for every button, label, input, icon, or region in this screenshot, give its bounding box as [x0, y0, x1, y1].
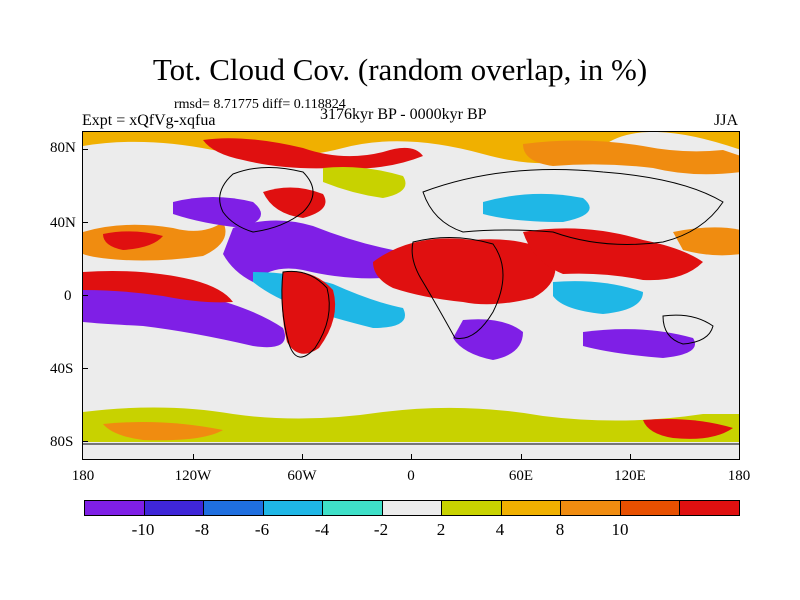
coastlines [83, 166, 739, 445]
eurasia-outline [422, 169, 724, 245]
colorbar-box [382, 501, 443, 515]
lat-tick-40s [82, 368, 88, 369]
so-red-patch [643, 419, 733, 439]
lon-label-60e: 60E [508, 468, 534, 484]
greenland-yellow-patch [323, 167, 406, 198]
colorbar-label: -4 [314, 520, 330, 539]
lon-label-120e: 120E [614, 468, 646, 484]
colorbar-box [323, 501, 383, 515]
europe-cyan-patch [483, 193, 590, 222]
southern-africa-purple-patch [453, 319, 523, 360]
lon-label-180e: 180 [727, 468, 751, 484]
colorbar-box [442, 501, 502, 515]
lon-tick-60w [302, 454, 303, 460]
lon-label-180w: 180 [71, 468, 95, 484]
eq-pacific-red-patch [83, 271, 233, 303]
west-pacific-orange-patch [673, 227, 739, 256]
australia-outline [662, 314, 714, 345]
experiment-label: Expt = xQfVg-xqfua [82, 112, 216, 129]
cloud-anomaly-map [83, 132, 739, 459]
africa-red-patch [373, 238, 556, 305]
lat-tick-40n [82, 222, 88, 223]
colorbar [84, 500, 740, 516]
colorbar-label: -2 [373, 520, 389, 539]
season-label: JJA [714, 112, 739, 129]
npacific-red-patch [103, 231, 163, 250]
lat-label-40n: 40N [50, 215, 76, 231]
lon-tick-0 [411, 454, 412, 460]
lat-label-80s: 80S [50, 434, 74, 450]
lon-tick-120e [630, 454, 631, 460]
na-red-patch [263, 187, 326, 218]
lon-label-60w: 60W [287, 468, 317, 484]
lon-label-0: 0 [407, 468, 415, 484]
lat-label-eq: 0 [64, 288, 72, 304]
lat-tick-80n [82, 149, 88, 150]
colorbar-box [263, 501, 324, 515]
south-pacific-purple-patch [83, 287, 285, 348]
asia-red-patch [523, 228, 703, 281]
so-orange-patch-1 [103, 422, 223, 441]
colorbar-label: 10 [611, 520, 629, 539]
colorbar-label: 2 [436, 520, 446, 539]
indian-ocean-cyan-patch [553, 281, 643, 314]
colorbar-box [501, 501, 562, 515]
anomaly-field [83, 132, 739, 459]
colorbar-box [144, 501, 205, 515]
arctic-red-patch [203, 138, 423, 169]
colorbar-box [85, 501, 145, 515]
colorbar-label: -6 [254, 520, 270, 539]
caribbean-purple-patch [223, 220, 401, 282]
indian-ocean-purple-patch [583, 329, 695, 358]
colorbar-label: -8 [194, 520, 210, 539]
lon-tick-60e [521, 454, 522, 460]
lon-tick-120w [193, 454, 194, 460]
stats-label: rmsd= 8.71775 diff= 0.118824 [174, 97, 346, 112]
south-america-red-patch [281, 271, 336, 354]
colorbar-label: 4 [495, 520, 505, 539]
colorbar-label: -10 [131, 520, 155, 539]
map-plot-area [82, 131, 740, 460]
north-america-outline [219, 166, 314, 233]
colorbar-label: 8 [555, 520, 565, 539]
colorbar-box [620, 501, 681, 515]
lat-label-80n: 80N [50, 140, 76, 156]
lat-label-40s: 40S [50, 361, 74, 377]
canada-purple-patch [173, 197, 261, 228]
lon-label-120w: 120W [174, 468, 212, 484]
siberia-orange-patch [523, 140, 739, 175]
lat-tick-80s [82, 441, 88, 442]
colorbar-box [204, 501, 264, 515]
map-title: Tot. Cloud Cov. (random overlap, in %) [152, 52, 648, 87]
period-label: 3176kyr BP - 0000kyr BP [320, 106, 487, 123]
south-america-outline [281, 270, 330, 358]
antarctic-neutral [83, 442, 739, 459]
colorbar-box [680, 501, 740, 515]
colorbar-box [561, 501, 621, 515]
lat-tick-eq [82, 295, 88, 296]
africa-outline [411, 237, 504, 339]
